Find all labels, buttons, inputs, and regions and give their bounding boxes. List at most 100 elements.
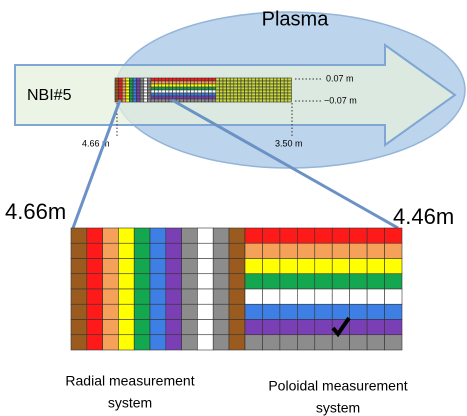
grid-cell (181, 319, 198, 336)
grid-cell (197, 98, 202, 103)
grid-cell (179, 95, 184, 100)
grid-cell (287, 92, 292, 97)
grid-cell (244, 334, 263, 351)
grid-cell (212, 303, 230, 320)
grid-cell (265, 80, 271, 85)
grid-cell (215, 77, 220, 82)
grid-cell (233, 83, 238, 88)
grid-cell (240, 77, 245, 82)
grid-cell (125, 86, 130, 91)
grid-cell (384, 227, 403, 244)
grid-cell (161, 95, 166, 100)
grid-cell (349, 273, 368, 290)
grid-cell (269, 92, 274, 97)
grid-cell (139, 98, 145, 103)
grid-cell (157, 92, 163, 97)
grid-cell (269, 98, 274, 103)
grid-cell (136, 77, 141, 82)
grid-cell (197, 80, 202, 85)
grid-cell (240, 95, 245, 100)
grid-cell (240, 89, 245, 94)
grid-cell (233, 77, 238, 82)
grid-cell (132, 95, 137, 100)
grid-cell (114, 89, 119, 94)
grid-cell (287, 95, 292, 100)
grid-cell (193, 92, 199, 97)
grid-cell (366, 303, 385, 320)
grid-cell (70, 288, 88, 305)
grid-cell (161, 86, 166, 91)
grid-cell (121, 98, 127, 103)
grid-cell (70, 258, 88, 275)
grid-cell (172, 89, 177, 94)
grid-cell (193, 95, 199, 100)
grid-cell (204, 86, 209, 91)
grid-cell (181, 334, 198, 351)
grid-cell (136, 86, 141, 91)
grid-cell (139, 92, 145, 97)
grid-cell (165, 334, 182, 351)
grid-cell (331, 334, 350, 351)
grid-cell (102, 319, 119, 336)
grid-cell (228, 258, 246, 275)
grid-cell (244, 258, 263, 275)
grid-cell (279, 258, 298, 275)
grid-cell (269, 83, 274, 88)
grid-cell (212, 319, 230, 336)
grid-cell (149, 227, 167, 244)
grid-cell (211, 86, 217, 91)
grid-cell (172, 77, 177, 82)
grid-cell (229, 92, 235, 97)
grid-cell (201, 89, 206, 94)
grid-cell (255, 89, 260, 94)
grid-cell (183, 86, 188, 91)
grid-cell (258, 86, 263, 91)
grid-cell (114, 86, 119, 91)
grid-cell (366, 273, 385, 290)
grid-cell (237, 98, 242, 103)
grid-cell (273, 77, 278, 82)
grid-cell (175, 83, 181, 88)
grid-cell (190, 83, 195, 88)
grid-cell (247, 89, 253, 94)
grid-cell (276, 98, 281, 103)
grid-cell (70, 334, 88, 351)
grid-cell (265, 77, 271, 82)
grid-cell (331, 258, 350, 275)
grid-cell (190, 98, 195, 103)
grid-cell (384, 303, 403, 320)
grid-cell (265, 86, 271, 91)
grid-cell (147, 83, 152, 88)
zoom-right-label: 4.46m (393, 204, 454, 229)
grid-cell (165, 288, 182, 305)
grid-cell (186, 95, 191, 100)
grid-cell (297, 227, 316, 244)
grid-cell (125, 83, 130, 88)
grid-cell (179, 83, 184, 88)
grid-cell (384, 258, 403, 275)
grid-cell (226, 92, 231, 97)
r-start-label: 4.66 m (82, 138, 110, 148)
grid-cell (183, 89, 188, 94)
grid-cell (384, 242, 403, 259)
grid-cell (175, 92, 181, 97)
grid-cell (229, 83, 235, 88)
grid-cell (190, 95, 195, 100)
grid-cell (136, 92, 141, 97)
channel-grid (70, 227, 403, 351)
grid-cell (118, 303, 135, 320)
grid-cell (258, 83, 263, 88)
grid-cell (165, 242, 182, 259)
grid-cell (86, 258, 103, 275)
grid-cell (70, 319, 88, 336)
grid-cell (297, 273, 316, 290)
grid-cell (147, 95, 152, 100)
grid-cell (139, 80, 145, 85)
grid-cell (143, 89, 148, 94)
grid-cell (237, 80, 242, 85)
grid-cell (258, 80, 263, 85)
grid-cell (283, 83, 289, 88)
grid-cell (247, 80, 253, 85)
grid-cell (183, 77, 188, 82)
grid-cell (279, 319, 298, 336)
